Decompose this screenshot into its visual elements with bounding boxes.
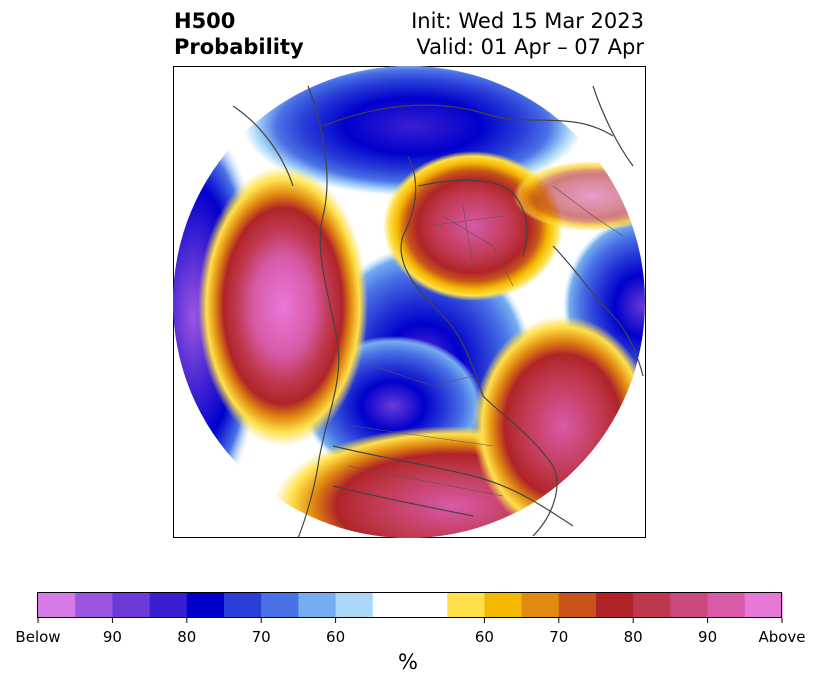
colorbar-unit: %: [398, 650, 418, 674]
colorbar-above-9: [744, 593, 783, 618]
colorbar-above-5: [596, 593, 634, 618]
hemisphere-fill: [173, 66, 645, 538]
colorbar-tick-label: 70: [549, 628, 568, 646]
colorbar-tick-label: Below: [15, 628, 60, 646]
colorbar-tick-label: Above: [758, 628, 805, 646]
colorbar-tick-label: 60: [475, 628, 494, 646]
colorbar-neutral: [372, 593, 448, 618]
map-title: H500 Probability: [174, 8, 304, 60]
colorbar-below-6: [224, 593, 262, 618]
colorbar-tick-label: 90: [103, 628, 122, 646]
colorbar-tick-label: 70: [252, 628, 271, 646]
forecast-dates: Init: Wed 15 Mar 2023 Valid: 01 Apr – 07…: [411, 8, 644, 60]
colorbar: Below 90 80 70 60 60 70 80 90 Above %: [15, 592, 806, 674]
colorbar-above-2: [484, 593, 523, 618]
colorbar-below-5: [186, 593, 225, 618]
colorbar-below-7: [261, 593, 299, 618]
valid-range: Valid: 01 Apr – 07 Apr: [416, 35, 644, 59]
colorbar-above-8: [707, 593, 746, 618]
colorbar-above-1: [447, 593, 485, 618]
political-borders: [347, 185, 624, 497]
colorbar-tick-label: 80: [624, 628, 643, 646]
colorbar-above-7: [670, 593, 709, 618]
colorbar-tick-label: 60: [326, 628, 345, 646]
title-product: Probability: [174, 35, 304, 59]
init-date: Init: Wed 15 Mar 2023: [411, 9, 644, 33]
colorbar-below-4: [149, 593, 188, 618]
colorbar-above-3: [521, 593, 560, 618]
colorbar-tick-label: 80: [177, 628, 196, 646]
colorbar-outline: [37, 592, 782, 618]
colorbar-tick-label: 90: [698, 628, 717, 646]
colorbar-below-2: [75, 593, 113, 618]
colorbar-below-9: [335, 593, 374, 618]
colorbar-above-4: [558, 593, 597, 618]
polar-probability-map: [173, 66, 646, 538]
colorbar-above-6: [633, 593, 671, 618]
title-variable: H500: [174, 9, 236, 33]
ridge-west: [198, 166, 368, 446]
colorbar-below-8: [298, 593, 337, 618]
coastlines: [232, 85, 644, 538]
colorbar-below-1: [38, 593, 76, 618]
colorbar-below-3: [112, 593, 151, 618]
